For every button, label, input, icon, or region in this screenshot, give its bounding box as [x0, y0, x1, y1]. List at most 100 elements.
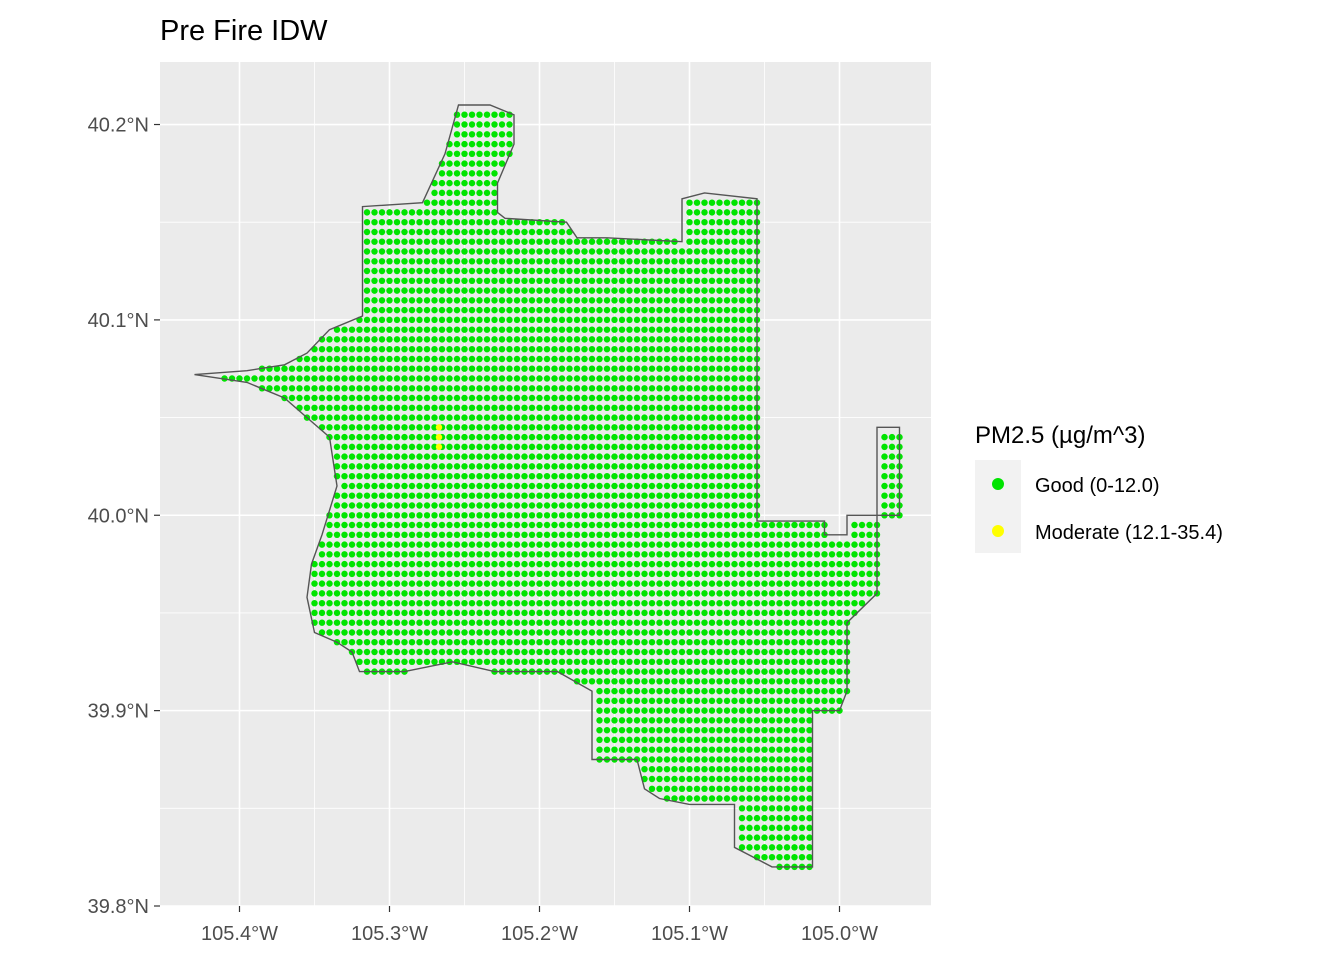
data-point-good [761, 668, 768, 675]
data-point-good [513, 326, 521, 333]
data-point-good [731, 385, 738, 392]
data-point-good [693, 267, 701, 275]
data-point-good [266, 385, 273, 392]
data-point-good [528, 306, 536, 314]
data-point-good [468, 306, 476, 314]
data-point-good [708, 297, 716, 304]
data-point-good [416, 355, 423, 363]
data-point-good [558, 482, 566, 490]
data-point-good [521, 502, 528, 509]
data-point-good [401, 394, 408, 402]
data-point-good [708, 482, 716, 490]
data-point-good [603, 463, 611, 470]
data-point-good [716, 385, 723, 392]
data-point-good [506, 365, 513, 372]
data-point-good [618, 443, 626, 451]
data-point-good [566, 404, 573, 412]
data-point-good [686, 580, 693, 587]
data-point-good [483, 472, 491, 480]
data-point-good [393, 228, 401, 236]
data-point-good [416, 453, 423, 460]
data-point-good [371, 580, 378, 587]
data-point-good [303, 385, 311, 392]
data-point-good [446, 218, 453, 226]
data-point-good [791, 805, 798, 812]
data-point-good [491, 170, 498, 177]
data-point-good [438, 404, 446, 412]
data-point-good [866, 531, 873, 539]
data-point-good [821, 599, 828, 607]
data-point-good [483, 648, 491, 656]
data-point-good [551, 238, 558, 245]
data-point-good [611, 385, 618, 392]
data-point-good [821, 687, 828, 695]
data-point-good [363, 472, 371, 480]
data-point-good [378, 502, 386, 509]
data-point-good [446, 248, 453, 255]
data-point-good [401, 433, 408, 441]
data-point-good [678, 726, 686, 734]
data-point-good [693, 218, 701, 226]
data-point-good [693, 326, 701, 333]
data-point-good [738, 775, 746, 783]
data-point-good [341, 375, 348, 382]
data-point-good [701, 687, 708, 695]
data-point-good [476, 316, 483, 324]
data-point-good [281, 365, 288, 372]
data-point-good [528, 316, 536, 324]
data-point-good [513, 472, 521, 480]
data-point-good [453, 560, 461, 568]
data-point-good [641, 267, 648, 275]
data-point-good [401, 443, 408, 451]
data-point-good [423, 658, 431, 666]
data-point-good [401, 609, 408, 617]
data-point-good [431, 453, 438, 460]
data-point-good [416, 443, 423, 451]
data-point-good [686, 531, 693, 539]
data-point-good [483, 218, 491, 226]
data-point-good [378, 424, 386, 431]
data-point-good [753, 541, 761, 548]
data-point-good [311, 414, 318, 421]
data-point-good [701, 326, 708, 333]
data-point-good [468, 189, 476, 197]
data-point-good [686, 277, 693, 285]
data-point-good [356, 658, 363, 666]
data-point-good [513, 228, 521, 236]
data-point-good [671, 668, 678, 675]
data-point-good [401, 238, 408, 245]
data-point-good [431, 580, 438, 587]
data-point-good [468, 531, 476, 539]
data-point-good [483, 443, 491, 451]
data-point-good [551, 385, 558, 392]
data-point-good [588, 678, 596, 685]
data-point-good [431, 345, 438, 353]
data-point-good [528, 297, 536, 304]
data-point-good [776, 638, 783, 646]
data-point-good [738, 805, 746, 812]
data-point-good [356, 336, 363, 343]
data-point-good [798, 590, 806, 597]
data-point-good [431, 463, 438, 470]
data-point-good [356, 638, 363, 646]
data-point-good [753, 775, 761, 783]
data-point-good [701, 365, 708, 372]
data-point-good [543, 502, 551, 509]
data-point-good [798, 834, 806, 841]
data-point-good [783, 765, 791, 773]
data-point-good [453, 463, 461, 470]
data-point-good [671, 424, 678, 431]
data-point-good [678, 492, 686, 499]
data-point-good [686, 638, 693, 646]
data-point-good [573, 385, 581, 392]
data-point-good [408, 424, 416, 431]
data-point-good [611, 433, 618, 441]
data-point-good [678, 795, 686, 802]
data-point-good [318, 414, 326, 421]
data-point-good [498, 131, 506, 138]
data-point-good [656, 238, 663, 245]
data-point-good [371, 267, 378, 275]
data-point-good [731, 785, 738, 793]
data-point-good [476, 306, 483, 314]
data-point-good [618, 580, 626, 587]
